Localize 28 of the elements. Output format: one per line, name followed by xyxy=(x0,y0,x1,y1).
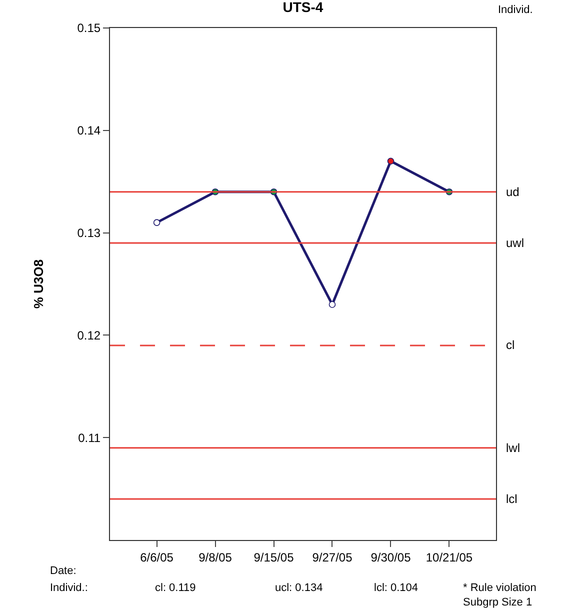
x-tick-label: 10/21/05 xyxy=(426,550,473,564)
text: * Rule violation Subgrp Size 1 xyxy=(463,582,536,608)
x-tick-label: 9/8/05 xyxy=(198,550,232,564)
y-tick-label: 0.15 xyxy=(77,21,101,36)
text: lcl: 0.104 xyxy=(374,582,418,594)
ref-line-label: cl xyxy=(506,338,515,352)
text: ucl: 0.134 xyxy=(275,582,323,594)
y-tick-label: 0.14 xyxy=(77,124,101,138)
text: cl: 0.119 xyxy=(155,582,196,594)
text: Individ.: xyxy=(50,582,88,594)
point xyxy=(387,158,394,165)
y-tick-label: 0.13 xyxy=(77,226,101,240)
y-tick-label: 0.12 xyxy=(77,328,101,342)
point xyxy=(328,301,336,308)
text: Date: xyxy=(50,565,76,577)
chart-title: UTS-4 xyxy=(282,0,324,15)
y-tick-label: 0.11 xyxy=(78,430,101,445)
x-tick-label: 9/15/05 xyxy=(254,550,294,564)
ref-line-label: uwl xyxy=(506,236,524,250)
ref-line-label: lcl xyxy=(506,492,518,506)
x-tick-label: 9/30/05 xyxy=(370,550,412,564)
y-axis-title: % U3O8 xyxy=(31,259,46,309)
ref-line-label: ud xyxy=(506,185,520,199)
point xyxy=(153,219,160,226)
ref-line-label: lwl xyxy=(506,441,520,455)
x-tick-label: 9/27/05 xyxy=(312,550,353,564)
x-tick-label: 6/6/05 xyxy=(140,550,174,564)
text: Individ. xyxy=(498,4,533,16)
